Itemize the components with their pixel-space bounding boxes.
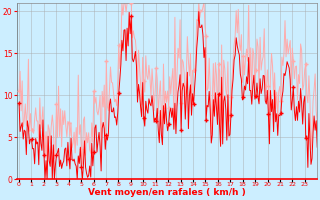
X-axis label: Vent moyen/en rafales ( km/h ): Vent moyen/en rafales ( km/h ) xyxy=(88,188,246,197)
